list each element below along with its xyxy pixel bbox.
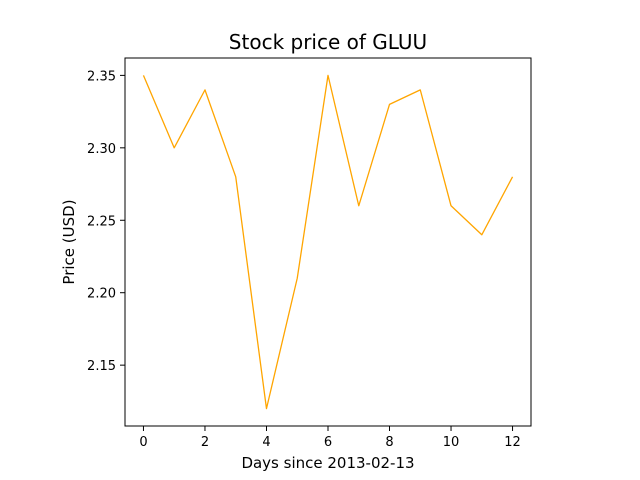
y-tick-label: 2.20 (87, 287, 116, 302)
x-tick-label: 6 (324, 435, 332, 450)
x-axis-label: Days since 2013-02-13 (241, 454, 414, 472)
y-tick-label: 2.30 (87, 142, 116, 157)
series-line (143, 75, 512, 408)
x-tick-label: 4 (262, 435, 270, 450)
x-axis: 0 2 4 6 8 10 12 (139, 426, 521, 450)
plot-frame (125, 58, 531, 426)
y-axis: 2.15 2.20 2.25 2.30 2.35 (87, 69, 125, 374)
y-tick-label: 2.25 (87, 214, 116, 229)
chart-title: Stock price of GLUU (229, 30, 427, 54)
x-tick-label: 12 (504, 435, 521, 450)
x-tick-label: 2 (201, 435, 209, 450)
y-tick-label: 2.35 (87, 69, 116, 84)
y-axis-label: Price (USD) (60, 199, 78, 284)
x-tick-label: 0 (139, 435, 147, 450)
x-tick-label: 10 (443, 435, 460, 450)
plot-area (143, 75, 512, 408)
x-tick-label: 8 (385, 435, 393, 450)
y-tick-label: 2.15 (87, 359, 116, 374)
